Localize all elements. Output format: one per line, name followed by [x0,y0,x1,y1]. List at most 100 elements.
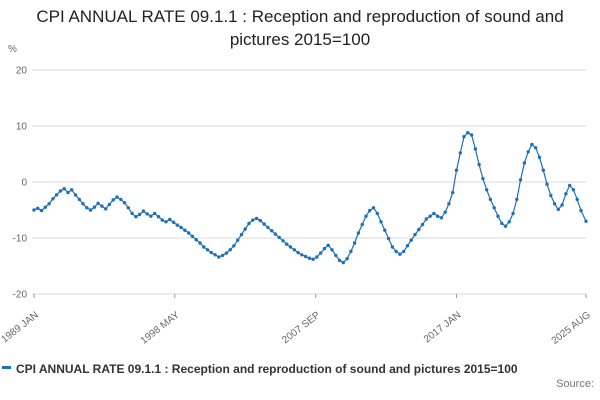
data-point-marker [156,215,161,219]
y-tick-label: -20 [13,290,28,301]
data-point-marker [402,249,406,254]
data-point-marker [485,188,489,192]
data-point-marker [88,208,93,212]
data-point-marker [424,217,428,221]
data-point-marker [383,228,387,232]
data-point-marker [458,151,462,155]
data-point-marker [345,257,349,261]
data-point-marker [288,245,293,249]
data-point-marker [232,244,236,248]
data-point-marker [477,162,481,167]
data-point-marker [398,252,402,256]
data-point-marker [262,222,266,226]
data-point-marker [198,241,202,245]
data-point-marker [443,210,447,214]
source-label: Source: [556,378,594,390]
data-point-marker [190,234,195,238]
data-point-marker [337,258,342,263]
data-point-marker [81,202,85,206]
chart-title: CPI ANNUAL RATE 09.1.1 : Reception and r… [36,7,564,49]
data-point-marker [428,214,432,218]
data-point-marker [213,253,217,257]
data-point-marker [315,255,319,259]
data-point-marker [579,208,583,213]
data-point-marker [584,219,588,223]
data-point-marker [187,231,191,235]
data-point-marker [473,147,478,151]
data-point-marker [417,227,421,232]
data-point-marker [518,178,523,182]
data-point-marker [220,253,225,258]
data-point-marker [560,203,564,207]
data-point-marker [153,211,157,216]
data-point-marker [439,216,444,220]
data-point-marker [352,241,357,245]
data-point-marker [270,229,274,233]
data-point-marker [100,204,104,208]
data-point-marker [534,146,538,150]
data-point-marker [137,212,142,217]
data-point-marker [492,206,496,210]
data-point-marker [175,223,179,227]
data-point-marker [326,243,330,247]
data-point-marker [522,161,527,165]
data-point-marker [104,207,108,211]
data-point-marker [451,190,455,195]
data-point-marker [530,142,534,147]
data-point-marker [364,214,368,218]
data-point-marker [145,212,149,216]
data-point-marker [303,254,308,259]
data-point-marker [168,217,172,222]
data-point-marker [496,214,500,218]
data-point-marker [575,197,579,202]
data-point-marker [243,227,247,231]
data-point-marker [432,211,436,216]
data-point-marker [571,188,576,192]
data-point-marker [541,168,545,172]
data-point-marker [552,202,557,206]
data-point-marker [368,208,372,213]
data-point-marker [111,198,115,202]
data-point-marker [130,211,134,216]
data-point-marker [537,155,542,160]
data-point-marker [319,251,323,255]
x-tick-label: 2007 SEP [280,310,323,347]
y-tick-label: 20 [16,66,28,77]
data-point-marker [386,236,391,241]
data-point-marker [511,211,515,216]
data-point-marker [107,202,112,207]
data-point-marker [134,215,138,219]
data-point-marker [564,192,568,196]
data-point-marker [296,250,300,255]
data-point-marker [307,256,312,260]
data-point-marker [462,134,466,139]
data-point-marker [43,205,47,209]
data-point-marker [469,133,474,137]
data-point-marker [54,193,59,197]
data-point-marker [39,208,44,213]
y-tick-label: -10 [13,234,28,245]
data-point-marker [47,202,51,206]
data-point-marker [330,248,334,252]
data-point-marker [334,253,338,258]
data-point-marker [390,245,395,249]
data-point-marker [66,190,70,195]
data-point-marker [149,214,153,218]
data-point-marker [413,232,417,237]
data-point-marker [341,260,345,265]
data-point-marker [481,176,485,181]
legend: CPI ANNUAL RATE 09.1.1 : Reception and r… [2,361,600,379]
data-point-marker [160,218,164,222]
data-point-marker [503,224,508,228]
data-point-marker [36,206,40,210]
data-point-marker [556,207,560,212]
data-point-marker [141,209,146,213]
data-point-marker [239,232,244,237]
data-point-marker [375,211,379,216]
x-tick-label: 1989 JAN [0,310,41,346]
data-point-marker [115,195,119,199]
x-tick-label: 1998 MAY [139,309,182,346]
data-point-marker [360,222,364,227]
data-point-marker [285,242,289,246]
